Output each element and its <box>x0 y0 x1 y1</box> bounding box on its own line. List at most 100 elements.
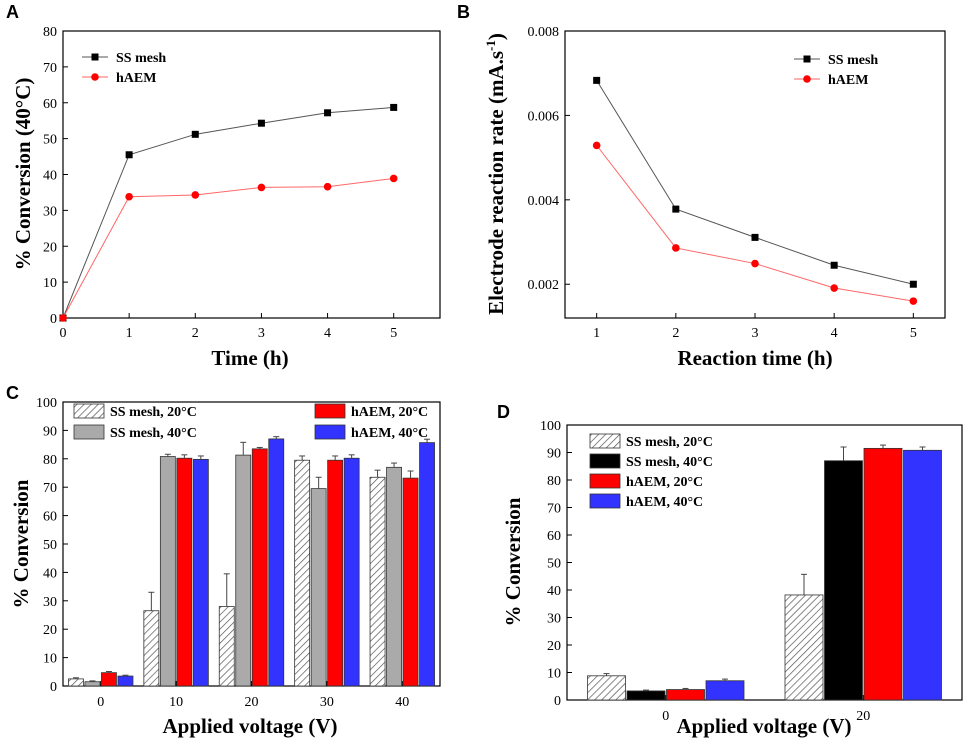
y-axis-title: % Conversion (40°C) <box>11 78 35 271</box>
data-point <box>59 314 67 322</box>
data-point <box>324 109 332 117</box>
y-tick-label: 100 <box>540 419 561 434</box>
y-tick-label: 0 <box>50 312 57 327</box>
y-tick-label: 0.008 <box>528 25 560 40</box>
series-line-ss-mesh <box>62 106 394 319</box>
legend-label: SS mesh, 20°C <box>110 405 197 420</box>
x-axis-title: Applied voltage (V) <box>677 714 852 738</box>
series-line-haem <box>62 177 394 319</box>
legend-swatch <box>73 424 105 440</box>
y-tick-label: 80 <box>43 453 57 468</box>
series-line-ss-mesh <box>596 80 914 285</box>
bar <box>343 457 360 687</box>
data-point <box>751 259 759 268</box>
y-axis-title: % Conversion <box>501 497 525 626</box>
y-tick-label: 60 <box>43 510 57 525</box>
bar <box>863 447 903 701</box>
x-tick-label: 10 <box>169 695 183 710</box>
y-tick-label: 20 <box>547 639 561 654</box>
legend-label: SS mesh <box>828 53 878 68</box>
legend-label: SS mesh, 40°C <box>110 426 197 441</box>
legend-swatch <box>589 453 621 469</box>
x-tick-label: 20 <box>245 695 259 710</box>
legend-swatch <box>589 473 621 489</box>
x-tick-label: 3 <box>258 326 265 341</box>
panel-label-C: C <box>6 383 19 403</box>
y-tick-label: 40 <box>43 169 57 184</box>
y-tick-label: 70 <box>547 502 561 517</box>
series-line-haem <box>596 145 914 302</box>
panel-label-A: A <box>6 2 19 22</box>
x-tick-label: 5 <box>910 326 917 341</box>
data-point <box>592 141 601 150</box>
y-axis-title: Electrode reaction rate (mA.s-1) <box>483 33 508 315</box>
x-tick-label: 0 <box>60 326 67 341</box>
x-tick-label: 0 <box>97 695 104 710</box>
bar <box>159 456 176 687</box>
legend-swatch <box>314 403 346 419</box>
bar <box>251 448 268 687</box>
data-point <box>125 192 133 201</box>
bar <box>192 458 209 687</box>
y-tick-label: 20 <box>43 623 57 638</box>
y-tick-label: 90 <box>43 424 57 439</box>
y-tick-label: 0.002 <box>528 278 560 293</box>
x-axis-title: Reaction time (h) <box>677 346 832 370</box>
y-tick-label: 50 <box>43 133 57 148</box>
legend-label: hAEM <box>828 73 868 88</box>
bar <box>268 438 285 687</box>
legend-label: hAEM, 40°C <box>626 495 703 510</box>
y-tick-label: 70 <box>43 61 57 76</box>
data-point <box>191 130 199 138</box>
bar <box>369 476 386 687</box>
x-tick-label: 4 <box>324 326 331 341</box>
data-point <box>125 151 133 159</box>
legend-marker <box>803 75 811 83</box>
y-tick-label: 50 <box>43 538 57 553</box>
y-tick-label: 30 <box>43 204 57 219</box>
data-point <box>593 76 601 84</box>
x-tick-label: 2 <box>672 326 679 341</box>
data-point <box>909 297 918 305</box>
x-tick-label: 1 <box>593 326 600 341</box>
data-point <box>191 191 200 199</box>
y-tick-label: 30 <box>547 612 561 627</box>
legend-label: hAEM, 20°C <box>351 405 428 420</box>
y-axis-title-main: Electrode reaction rate (mA.s <box>484 51 508 315</box>
panel-label-D: D <box>497 402 510 422</box>
y-tick-label: 40 <box>43 566 57 581</box>
data-point <box>257 119 265 127</box>
bar <box>327 459 344 687</box>
x-tick-label: 0 <box>662 709 669 724</box>
data-point <box>672 205 680 213</box>
data-point <box>672 244 680 252</box>
x-axis-title: Time (h) <box>211 346 288 370</box>
y-tick-label: 40 <box>547 584 561 599</box>
data-point <box>323 182 332 191</box>
y-tick-label: 60 <box>43 97 57 112</box>
bar <box>117 675 134 687</box>
bar <box>84 681 101 687</box>
y-tick-label: 10 <box>43 652 57 667</box>
y-tick-label: 0 <box>50 680 57 695</box>
y-tick-label: 90 <box>547 447 561 462</box>
x-tick-label: 5 <box>390 326 397 341</box>
legend-label: SS mesh, 40°C <box>626 455 713 470</box>
bar <box>784 594 824 701</box>
bar <box>587 675 626 701</box>
bar <box>903 449 942 701</box>
x-tick-label: 1 <box>126 326 133 341</box>
y-tick-label: 0.006 <box>528 109 560 124</box>
y-tick-label: 60 <box>547 529 561 544</box>
x-axis-title: Applied voltage (V) <box>163 714 338 738</box>
data-point <box>390 103 398 111</box>
x-tick-label: 40 <box>395 695 409 710</box>
legend-swatch <box>589 433 621 449</box>
data-point <box>389 174 398 183</box>
y-tick-label: 30 <box>43 595 57 610</box>
y-tick-label: 80 <box>43 25 57 40</box>
legend-marker <box>91 73 99 81</box>
bar <box>419 442 435 687</box>
legend-marker <box>803 55 811 63</box>
